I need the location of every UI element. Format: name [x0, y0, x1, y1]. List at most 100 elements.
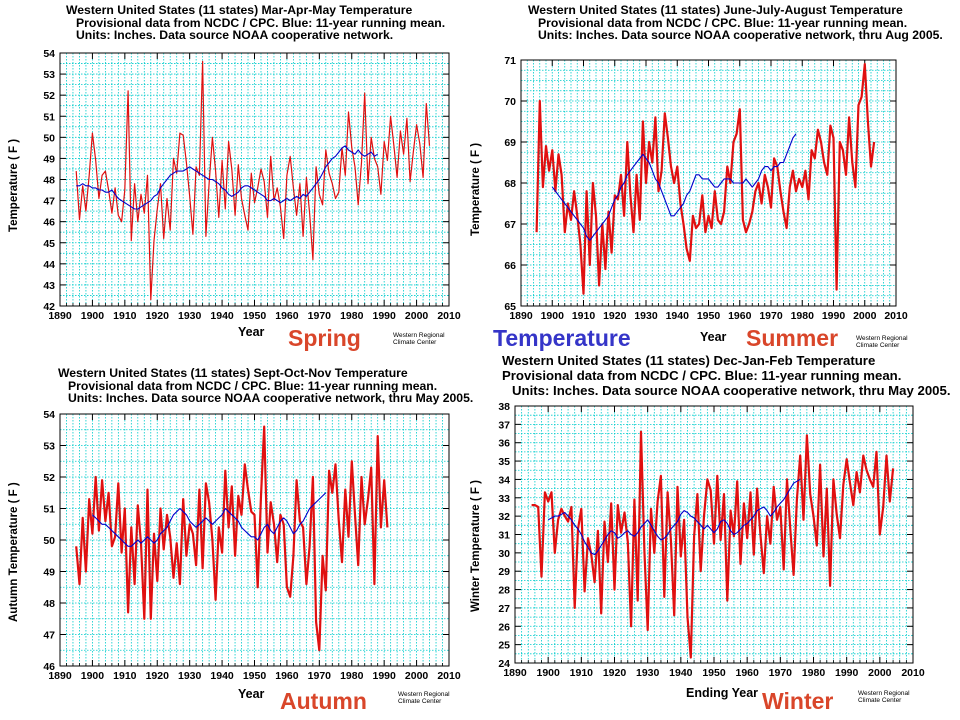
x-tick-label: 1960: [275, 310, 299, 322]
y-tick-label: 46: [43, 661, 55, 673]
x-tick-label: 1970: [308, 670, 332, 682]
x-tick-label: 1900: [541, 310, 565, 322]
y-tick-label: 50: [43, 132, 55, 144]
x-tick-label: 1950: [243, 310, 267, 322]
x-tick-label: 1930: [178, 670, 202, 682]
credit-label: Western Regional Climate Center: [398, 691, 450, 705]
y-axis-label: Temperature ( F ): [8, 138, 20, 232]
x-tick-label: 1980: [340, 310, 364, 322]
x-tick-label: 1970: [308, 310, 332, 322]
x-tick-label: 1990: [835, 667, 859, 679]
x-tick-label: 1950: [697, 310, 721, 322]
x-tick-label: 1980: [802, 667, 826, 679]
plot-autumn: 1890 1900 1910 1920 1930 1940 1950 1960 1970 1980…: [43, 409, 461, 682]
x-axis-label: Ending Year: [686, 686, 759, 700]
x-tick-label: 1930: [636, 667, 660, 679]
y-tick-label: 51: [43, 504, 55, 516]
y-tick-label: 28: [498, 585, 510, 597]
x-tick-label: 2000: [868, 667, 892, 679]
x-tick-label: 2010: [437, 310, 461, 322]
title-line-3: Units: Inches. Data source NOAA cooperat…: [68, 391, 474, 405]
y-tick-label: 70: [504, 96, 516, 108]
title-line-1: Western United States (11 states) Mar-Ap…: [66, 3, 413, 17]
y-tick-label: 66: [504, 260, 516, 272]
x-tick-label: 1890: [509, 310, 533, 322]
y-tick-label: 48: [43, 598, 55, 610]
y-tick-label: 24: [498, 658, 510, 670]
plot-area: [515, 406, 913, 663]
label-temperature: Temperature: [493, 325, 631, 351]
plot-area: [60, 53, 449, 306]
y-tick-label: 31: [498, 530, 510, 542]
x-tick-label: 1960: [728, 310, 752, 322]
plot-summer: 1890 1900 1910 1920 1930 1940 1950 1960 1970 1980…: [504, 55, 908, 322]
x-tick-label: 1890: [503, 667, 527, 679]
x-tick-label: 1890: [48, 310, 72, 322]
series-line-running-mean: [551, 133, 797, 241]
x-tick-label: 1930: [634, 310, 658, 322]
chart-title: Western United States (11 states) Mar-Ap…: [66, 4, 445, 42]
x-tick-label: 2010: [437, 670, 461, 682]
x-tick-label: 1910: [113, 670, 137, 682]
title-line-3: Units: Inches. Data source NOAA cooperat…: [512, 383, 951, 398]
title-line-1: Western United States (11 states) Dec-Ja…: [502, 353, 876, 368]
plot-area: [60, 414, 449, 666]
series-line-running-mean: [547, 478, 801, 556]
x-tick-label: 1900: [81, 310, 105, 322]
y-tick-label: 54: [43, 409, 55, 421]
season-label-spring: Spring: [288, 325, 361, 351]
title-line-1: Western United States (11 states) Sept-O…: [58, 366, 408, 380]
plot-frame: [520, 59, 897, 307]
title-line-2: Provisional data from NCDC / CPC. Blue: …: [68, 378, 438, 393]
y-tick-label: 36: [498, 438, 510, 450]
credit-label: Western Regional Climate Center: [393, 332, 445, 346]
x-tick-label: 1930: [178, 310, 202, 322]
y-tick-label: 49: [43, 567, 55, 579]
series-line-annual: [531, 430, 895, 659]
y-axis-label: Temperature ( F ): [470, 142, 482, 236]
x-tick-label: 2010: [884, 310, 908, 322]
x-tick-label: 1920: [603, 667, 627, 679]
season-label-summer: Summer: [746, 325, 839, 351]
y-tick-label: 68: [504, 178, 516, 190]
y-tick-label: 65: [504, 301, 516, 313]
y-tick-label: 67: [504, 219, 516, 231]
plot-frame: [59, 52, 450, 307]
x-tick-label: 2000: [853, 310, 877, 322]
x-tick-label: 1940: [210, 310, 234, 322]
series-line-annual: [75, 60, 431, 301]
y-tick-label: 27: [498, 603, 510, 615]
y-tick-label: 52: [43, 472, 55, 484]
x-tick-label: 1980: [791, 310, 815, 322]
x-tick-label: 1940: [666, 310, 690, 322]
y-tick-label: 53: [43, 441, 55, 453]
title-line-3: Units: Inches. Data source NOAA cooperat…: [538, 28, 943, 42]
y-tick-label: 26: [498, 621, 510, 633]
title-line-3: Units: Inches. Data source NOAA cooperat…: [76, 28, 394, 42]
plot-frame: [59, 413, 450, 667]
x-tick-label: 1990: [822, 310, 846, 322]
y-tick-label: 50: [43, 535, 55, 547]
x-axis-label: Year: [238, 325, 265, 339]
y-tick-label: 37: [498, 419, 510, 431]
title-line-1: Western United States (11 states) June-J…: [528, 3, 903, 17]
y-tick-label: 52: [43, 90, 55, 102]
y-tick-label: 47: [43, 630, 55, 642]
x-tick-label: 1990: [372, 670, 396, 682]
x-tick-label: 1920: [146, 670, 170, 682]
series-line-running-mean: [92, 492, 327, 547]
y-tick-label: 47: [43, 196, 55, 208]
x-tick-label: 1900: [81, 670, 105, 682]
y-tick-label: 71: [504, 55, 516, 67]
y-tick-label: 32: [498, 511, 510, 523]
title-line-2: Provisional data from NCDC / CPC. Blue: …: [502, 368, 902, 383]
chart-title: Western United States (11 states) Dec-Ja…: [502, 353, 950, 398]
y-tick-label: 49: [43, 153, 55, 165]
title-line-2: Provisional data from NCDC / CPC. Blue: …: [76, 15, 446, 30]
x-tick-label: 1950: [243, 670, 267, 682]
plot-area: [521, 60, 896, 306]
x-tick-label: 2010: [901, 667, 925, 679]
x-tick-label: 1910: [570, 667, 594, 679]
x-tick-label: 1940: [669, 667, 693, 679]
x-tick-label: 1920: [603, 310, 627, 322]
